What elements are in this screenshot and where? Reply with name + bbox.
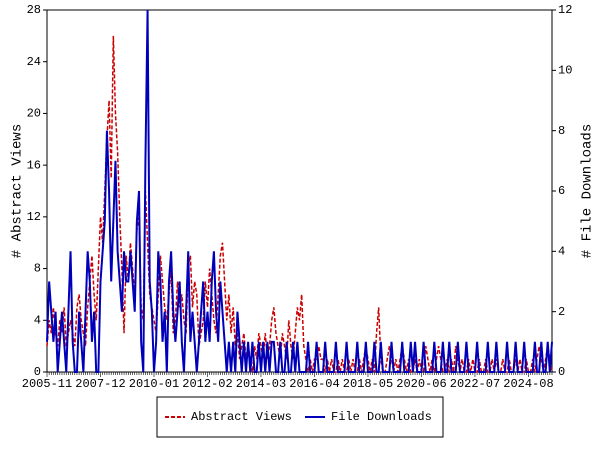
x-tick-label: 2020-06 bbox=[396, 377, 446, 391]
y2-tick-label: 10 bbox=[558, 64, 572, 78]
y-tick-label: 8 bbox=[34, 262, 41, 276]
x-tick-label: 2014-03 bbox=[236, 377, 286, 391]
y2-tick-label: 0 bbox=[558, 365, 565, 379]
y2-tick-label: 2 bbox=[558, 305, 565, 319]
y2-tick-label: 4 bbox=[558, 245, 565, 259]
x-tick-label: 2018-05 bbox=[343, 377, 393, 391]
y-axis-title: # Abstract Views bbox=[10, 124, 26, 258]
y-tick-label: 20 bbox=[27, 107, 41, 121]
x-tick-label: 2016-04 bbox=[289, 377, 339, 391]
data-line bbox=[46, 35, 553, 373]
y-tick-label: 12 bbox=[27, 210, 41, 224]
legend-label: File Downloads bbox=[331, 410, 432, 424]
y-tick-label: 16 bbox=[27, 158, 41, 172]
data-line bbox=[46, 9, 553, 373]
y2-tick-label: 6 bbox=[558, 184, 565, 198]
plot-frame bbox=[46, 9, 553, 373]
legend-box bbox=[156, 396, 444, 438]
y2-tick-label: 12 bbox=[558, 3, 572, 17]
y-tick-label: 28 bbox=[27, 3, 41, 17]
x-tick-label: 2012-02 bbox=[182, 377, 232, 391]
x-tick-label: 2024-08 bbox=[503, 377, 553, 391]
x-tick-label: 2022-07 bbox=[450, 377, 500, 391]
y-tick-label: 0 bbox=[34, 365, 41, 379]
y-tick-label: 24 bbox=[27, 55, 41, 69]
y2-tick-label: 8 bbox=[558, 124, 565, 138]
legend-label: Abstract Views bbox=[191, 410, 292, 424]
y2-axis-title: # File Downloads bbox=[580, 124, 596, 258]
x-tick-label: 2010-01 bbox=[129, 377, 179, 391]
x-tick-label: 2007-12 bbox=[75, 377, 125, 391]
y-tick-label: 4 bbox=[34, 313, 41, 327]
x-tick-label: 2005-11 bbox=[22, 377, 72, 391]
